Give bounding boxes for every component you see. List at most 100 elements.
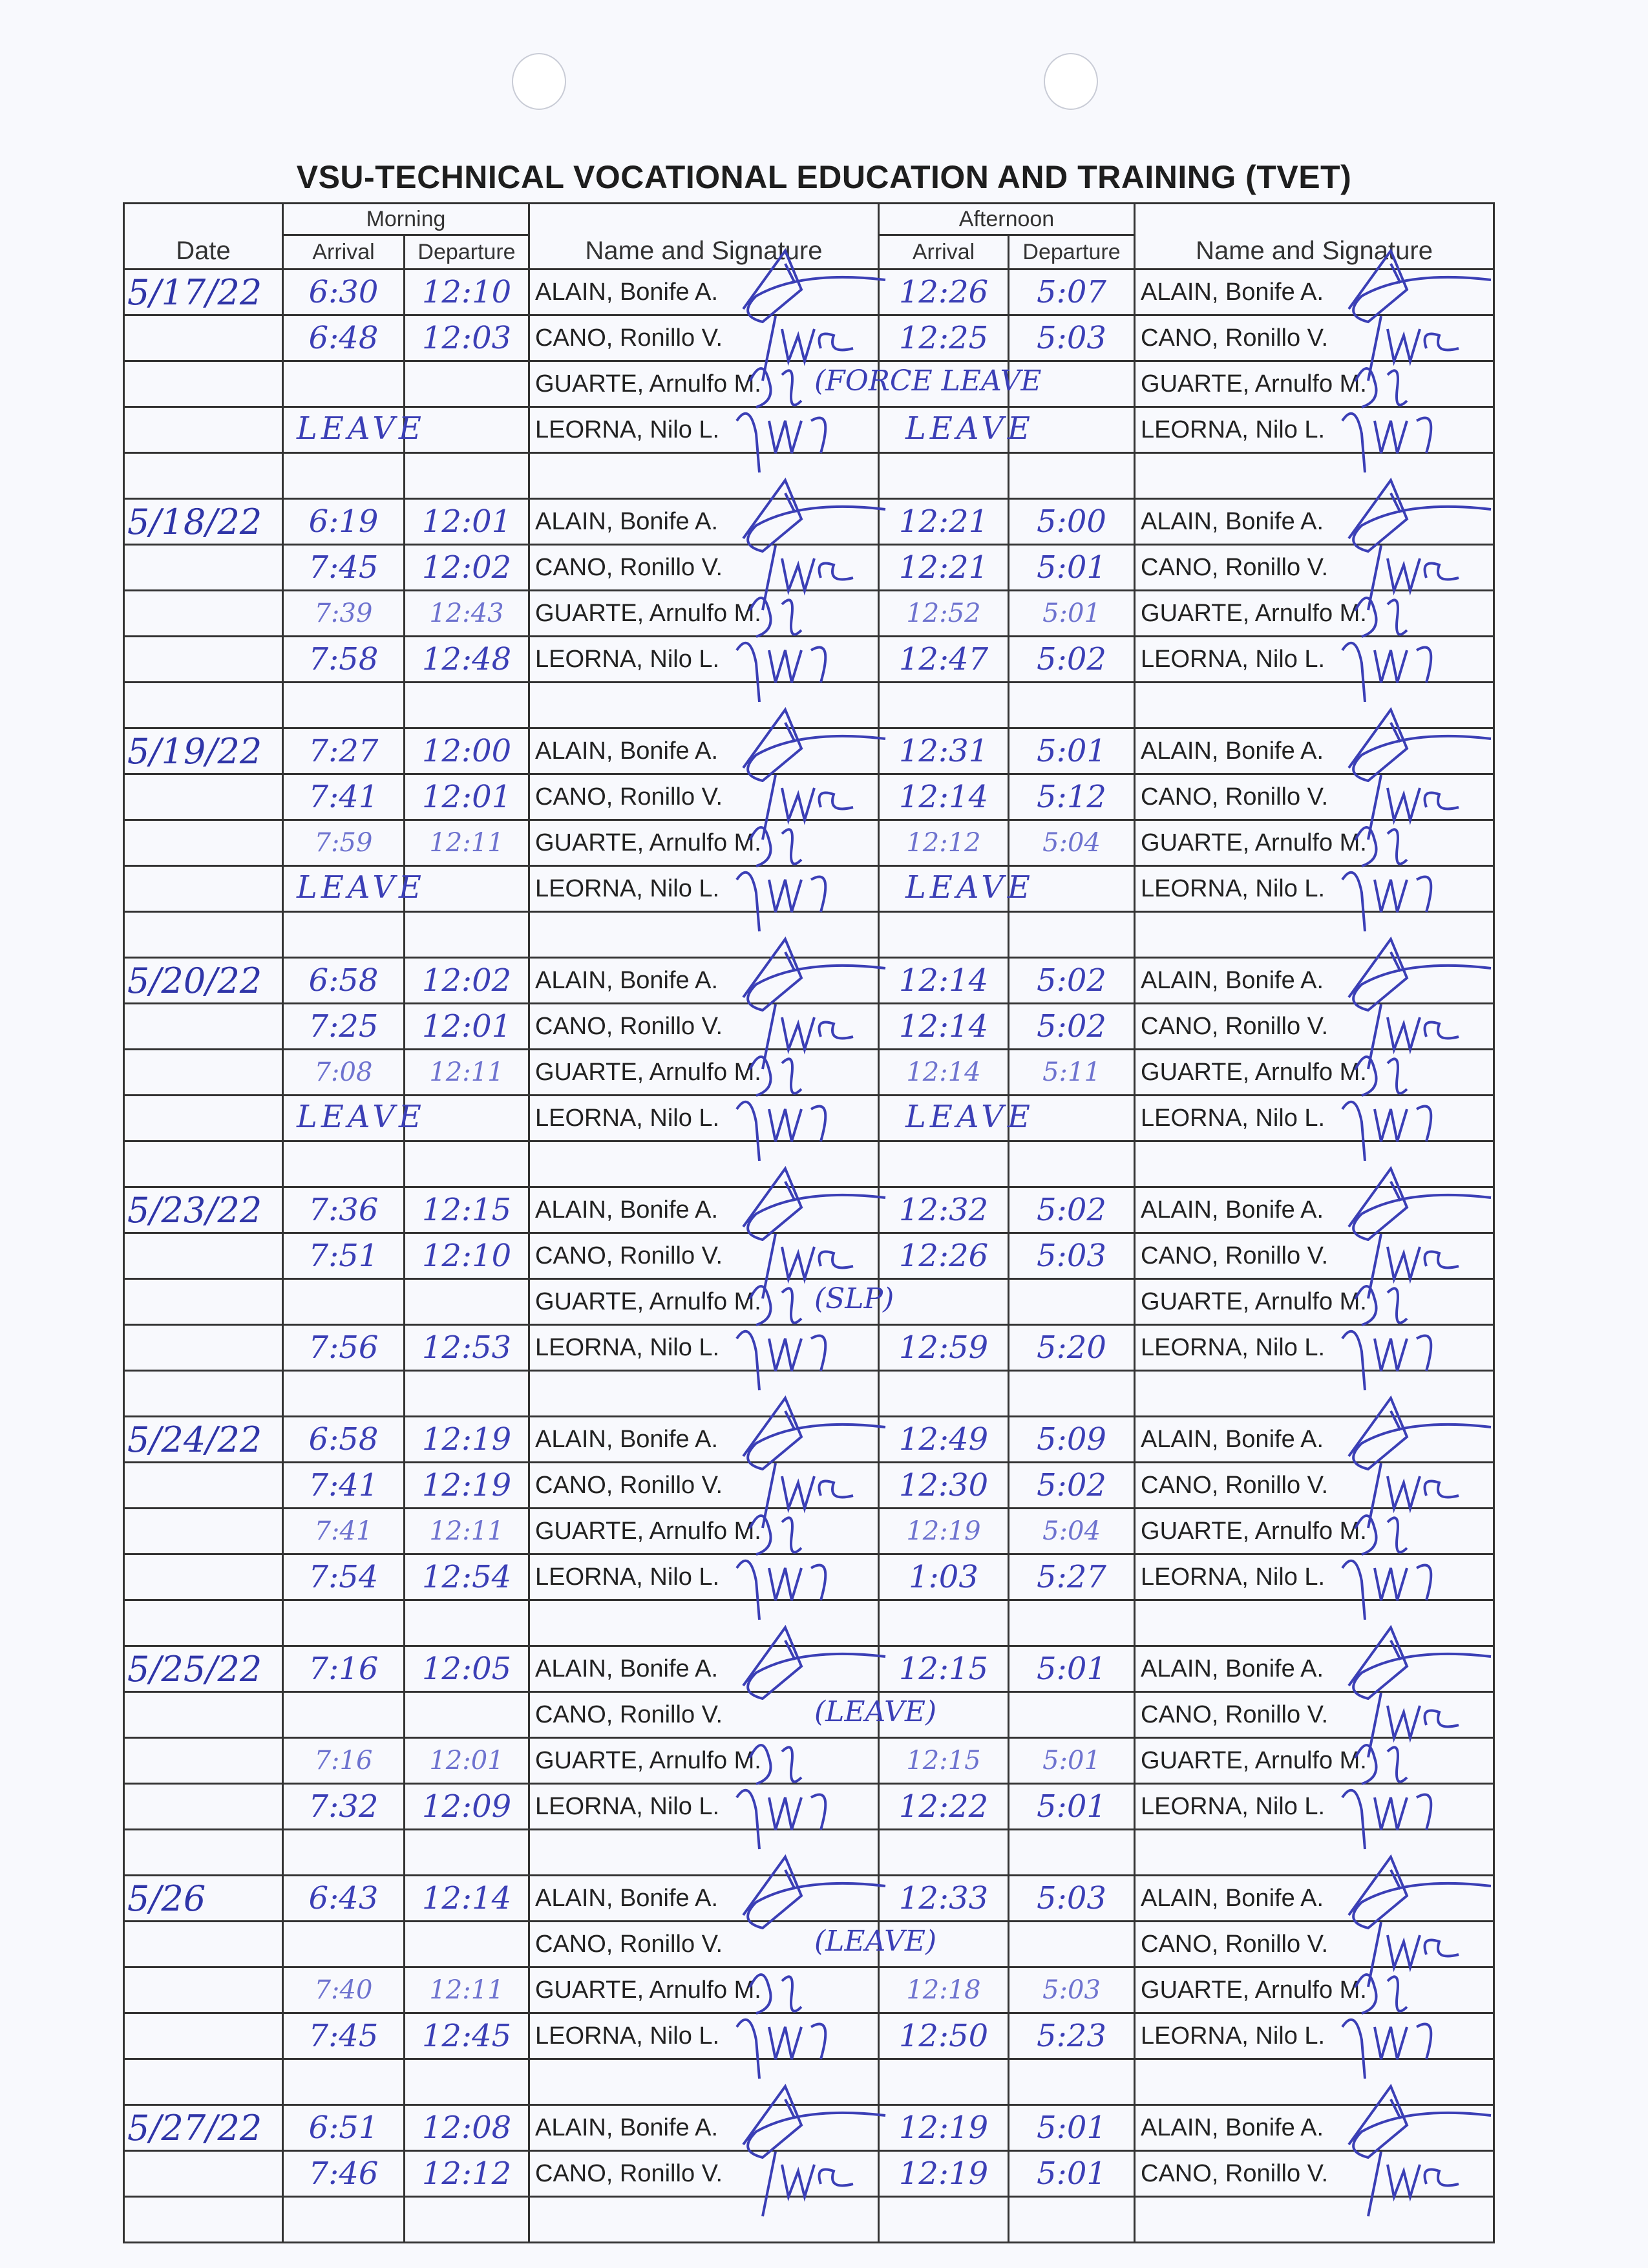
employee-name: GUARTE, Arnulfo M. (535, 1976, 761, 2004)
spacer-row (123, 1370, 1495, 1417)
name-signature-cell-am: GUARTE, Arnulfo M. (528, 1737, 880, 1785)
date-cell (123, 589, 284, 637)
am-departure-cell: 12:01 (403, 498, 530, 546)
header-name-signature-am: Name and Signature (528, 202, 880, 270)
pm-arrival-cell: LEAVE (878, 406, 1030, 454)
employee-name: LEORNA, Nilo L. (1141, 1792, 1326, 1820)
pm-departure-cell: 5:27 (1007, 1553, 1136, 1601)
employee-name: CANO, Ronillo V. (1141, 783, 1329, 811)
am-departure-cell: 12:02 (403, 957, 530, 1004)
employee-name: GUARTE, Arnulfo M. (1141, 829, 1367, 856)
name-signature-cell-am: ALAIN, Bonife A. (528, 706, 886, 783)
pm-arrival-cell: 12:14 (878, 1048, 1009, 1096)
date-cell (123, 1094, 284, 1142)
am-departure-cell: 12:15 (403, 1186, 530, 1234)
name-signature-cell-am: GUARTE, Arnulfo M. (528, 1966, 880, 2015)
name-signature-cell-am: LEORNA, Nilo L. (528, 1094, 880, 1161)
name-signature-cell-pm: CANO, Ronillo V. (1134, 314, 1495, 381)
name-signature-cell-am: GUARTE, Arnulfo M. (528, 589, 880, 638)
empty-cell (1134, 1828, 1495, 1876)
name-signature-cell-am: LEORNA, Nilo L. (528, 1324, 880, 1391)
name-signature-cell-am: CANO, Ronillo V. (528, 2150, 880, 2217)
empty-cell (282, 1828, 405, 1876)
am-arrival-cell: 7:56 (282, 1324, 405, 1372)
table-row: 7:41 12:19 CANO, Ronillo V. 12:30 5:02 CANO, … (123, 1461, 1495, 1529)
am-arrival-cell: 6:19 (282, 498, 405, 546)
table-row: 5/18/22 6:19 12:01 ALAIN, Bonife A. 12:21 5:0… (123, 477, 1495, 553)
pm-departure-cell: 5:01 (1007, 544, 1136, 591)
employee-name: GUARTE, Arnulfo M. (535, 599, 761, 627)
spacer-row (123, 1599, 1495, 1647)
pm-departure-cell: 5:00 (1007, 498, 1136, 546)
am-departure-cell: 12:12 (403, 2150, 530, 2198)
employee-name: GUARTE, Arnulfo M. (535, 1517, 761, 1545)
punch-hole-right (1044, 53, 1098, 110)
name-signature-cell-pm: CANO, Ronillo V. (1134, 1232, 1495, 1299)
am-arrival-cell: 7:41 (282, 1461, 405, 1509)
date-cell (123, 1048, 284, 1096)
am-arrival-cell: 7:27 (282, 727, 405, 775)
am-arrival-cell (282, 1920, 405, 1968)
am-arrival-cell: 7:45 (282, 544, 405, 591)
am-departure-cell: 12:01 (403, 1737, 530, 1785)
date-cell (123, 406, 284, 454)
am-departure-cell: 12:03 (403, 314, 530, 362)
pm-departure-cell (1007, 1920, 1136, 1968)
employee-name: CANO, Ronillo V. (535, 553, 723, 581)
empty-cell (528, 681, 880, 729)
employee-name: CANO, Ronillo V. (1141, 1242, 1329, 1269)
empty-cell (403, 2058, 530, 2106)
name-signature-cell-pm: LEORNA, Nilo L. (1134, 865, 1495, 932)
pm-departure-cell: 5:12 (1007, 773, 1136, 821)
employee-name: LEORNA, Nilo L. (535, 1563, 720, 1591)
employee-name: CANO, Ronillo V. (1141, 324, 1329, 352)
name-signature-cell-am: ALAIN, Bonife A. (528, 2083, 886, 2159)
empty-cell (123, 1828, 284, 1876)
am-arrival-cell: 7:40 (282, 1966, 405, 2014)
name-signature-cell-am: GUARTE, Arnulfo M. (528, 819, 880, 867)
name-signature-cell-pm: ALAIN, Bonife A. (1134, 1854, 1495, 1930)
am-departure-cell (403, 406, 530, 454)
am-arrival-cell: 7:45 (282, 2012, 405, 2060)
name-signature-cell-pm: GUARTE, Arnulfo M. (1134, 1278, 1495, 1326)
empty-cell (1007, 681, 1136, 729)
name-signature-cell-am: CANO, Ronillo V. (528, 773, 880, 840)
remark-note: (FORCE LEAVE (814, 365, 1042, 397)
pm-departure-cell: 5:01 (1007, 1737, 1136, 1785)
am-arrival-cell: 7:32 (282, 1783, 405, 1830)
empty-cell (878, 681, 1009, 729)
am-arrival-cell: 7:39 (282, 589, 405, 637)
am-arrival-cell: LEAVE (282, 865, 421, 913)
name-signature-cell-pm: GUARTE, Arnulfo M. (1134, 589, 1495, 638)
pm-departure-cell: 5:20 (1007, 1324, 1136, 1372)
employee-name: GUARTE, Arnulfo M. (535, 1288, 761, 1315)
employee-name: CANO, Ronillo V. (1141, 2159, 1329, 2187)
empty-cell (878, 452, 1009, 500)
leave-note-am: LEAVE (297, 410, 425, 447)
empty-cell (123, 1370, 284, 1417)
table-row: 7:39 12:43 GUARTE, Arnulfo M. 12:52 5:01 GUAR… (123, 589, 1495, 638)
empty-cell (403, 1828, 530, 1876)
pm-departure-cell: 5:01 (1007, 1645, 1136, 1693)
pm-departure-cell: 5:03 (1007, 1966, 1136, 2014)
table-row: LEAVE LEORNA, Nilo L. LEAVE LEORNA, Nilo L. (123, 1094, 1495, 1161)
pm-departure-cell (1007, 406, 1136, 454)
date-label: 5/27/22 (123, 2104, 284, 2152)
pm-arrival-cell: 12:59 (878, 1324, 1009, 1372)
empty-cell (878, 1599, 1009, 1647)
pm-departure-cell (1007, 865, 1136, 913)
pm-arrival-cell: 12:26 (878, 1232, 1009, 1280)
header-pm-arrival: Arrival (878, 234, 1009, 270)
am-departure-cell (403, 1094, 530, 1142)
empty-cell (528, 2196, 880, 2243)
empty-cell (282, 681, 405, 729)
pm-arrival-cell: 12:19 (878, 2104, 1009, 2152)
header-am-departure: Departure (403, 234, 530, 270)
spacer-row (123, 2196, 1495, 2243)
empty-cell (528, 452, 880, 500)
employee-name: CANO, Ronillo V. (535, 783, 723, 811)
empty-cell (528, 1370, 880, 1417)
pm-departure-cell: 5:02 (1007, 957, 1136, 1004)
pm-arrival-cell: 1:03 (878, 1553, 1009, 1601)
empty-cell (282, 1140, 405, 1188)
